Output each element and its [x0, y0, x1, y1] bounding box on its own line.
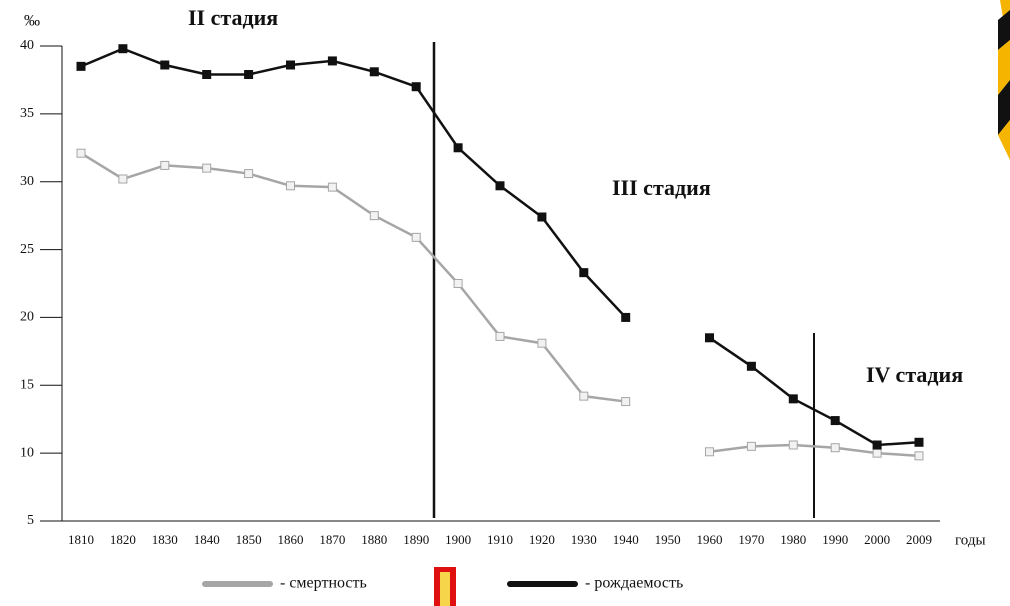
y-tick-label: 20: [20, 310, 34, 325]
x-tick-label: 1850: [236, 532, 262, 547]
y-axis-label: ‰: [24, 13, 40, 30]
x-tick-label: 1860: [278, 532, 304, 547]
marker: [746, 441, 756, 451]
marker: [369, 211, 379, 221]
marker: [705, 447, 714, 457]
legend-label: - рождаемость: [585, 575, 683, 592]
marker: [579, 391, 589, 401]
annotation: III стадия: [612, 175, 711, 200]
x-tick-label: 1930: [571, 532, 597, 547]
marker: [705, 333, 714, 343]
marker: [118, 174, 128, 184]
marker: [202, 163, 212, 173]
y-tick-label: 25: [20, 242, 34, 257]
marker: [830, 443, 840, 453]
series-line: [80, 47, 920, 447]
marker: [76, 148, 86, 158]
marker: [369, 67, 379, 77]
x-tick-label: 1890: [403, 532, 429, 547]
marker: [453, 279, 463, 288]
marker: [914, 437, 924, 447]
marker: [872, 448, 882, 458]
marker: [202, 70, 212, 79]
x-tick-label: 1880: [361, 532, 387, 547]
marker: [621, 397, 631, 407]
x-tick-label: 1810: [68, 532, 94, 547]
marker: [788, 440, 798, 450]
x-tick-label: 2009: [906, 532, 932, 547]
marker: [830, 416, 840, 426]
marker: [621, 312, 631, 322]
marker: [286, 181, 295, 191]
y-tick-label: 35: [20, 106, 34, 121]
marker: [914, 451, 924, 461]
x-tick-label: 1920: [529, 532, 555, 547]
marker: [495, 181, 505, 191]
x-tick-label: 1980: [780, 532, 806, 547]
marker: [118, 44, 128, 54]
marker: [244, 70, 254, 79]
legend-label: - смертность: [280, 575, 367, 592]
y-tick-label: 15: [20, 378, 34, 393]
marker: [872, 440, 882, 450]
marker: [788, 394, 798, 404]
marker: [411, 232, 421, 242]
marker: [76, 61, 86, 71]
marker: [160, 160, 170, 170]
marker: [160, 60, 170, 70]
marker: [327, 182, 337, 192]
x-tick-label: 1990: [822, 532, 848, 547]
x-tick-label: 1970: [738, 532, 764, 547]
x-tick-label: 1910: [487, 532, 513, 547]
marker: [453, 143, 463, 153]
marker: [537, 338, 547, 348]
annotation: IV стадия: [866, 362, 963, 387]
marker: [537, 212, 547, 222]
y-tick-label: 10: [20, 445, 34, 460]
marker: [286, 60, 295, 70]
marker: [579, 268, 589, 278]
x-tick-label: 1960: [697, 532, 723, 547]
x-tick-label: 1940: [613, 532, 639, 547]
marker: [411, 82, 421, 92]
x-tick-label: 1950: [655, 532, 681, 547]
x-tick-label: 1830: [152, 532, 178, 547]
y-tick-label: 40: [20, 38, 34, 53]
marker: [327, 56, 337, 66]
x-tick-label: 1900: [445, 532, 471, 547]
x-tick-label: 1870: [319, 532, 345, 547]
series-line: [80, 152, 920, 458]
x-axis-label: годы: [955, 532, 986, 548]
marker: [495, 331, 505, 341]
marker: [746, 361, 756, 371]
y-tick-label: 5: [27, 513, 34, 528]
x-tick-label: 1840: [194, 532, 220, 547]
x-tick-label: 1820: [110, 532, 136, 547]
x-tick-label: 2000: [864, 532, 890, 547]
marker: [244, 169, 254, 179]
y-tick-label: 30: [20, 174, 34, 189]
decoration: [434, 0, 1010, 606]
annotation: II стадия: [188, 5, 278, 30]
